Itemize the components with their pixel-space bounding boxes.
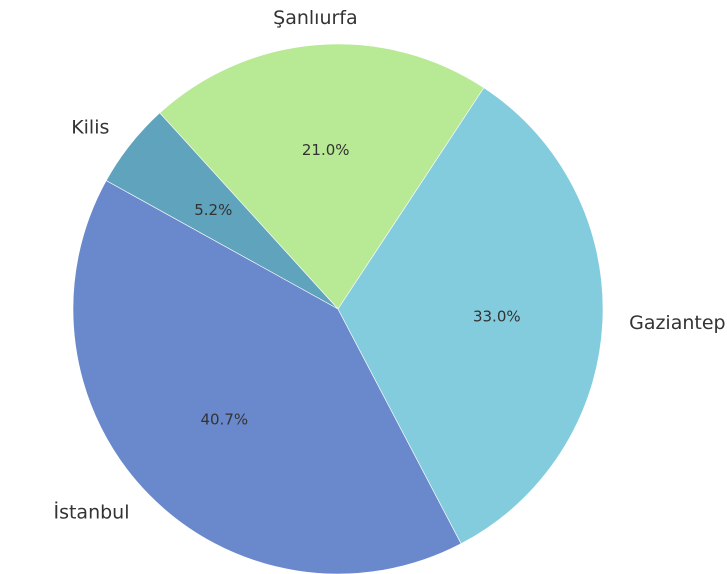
value-label-gaziantep: 33.0% [473,307,521,325]
pie-slice-istanbul [72,180,462,574]
category-label-sanliurfa: Şanlıurfa [273,7,358,29]
value-label-istanbul: 40.7% [200,411,248,429]
value-label-sanliurfa: 21.0% [302,141,350,159]
category-label-kilis: Kilis [71,117,109,139]
category-label-gaziantep: Gaziantep [629,312,726,334]
pie-labels: Şanlıurfa 21.0% Kilis 5.2% İstanbul 40.7% Gazi… [53,7,725,523]
category-label-istanbul: İstanbul [53,500,129,523]
value-label-kilis: 5.2% [194,201,232,219]
pie-slice-gaziantep [337,87,604,545]
pie-slices [72,43,604,574]
pie-slice-sanliurfa [159,43,485,310]
